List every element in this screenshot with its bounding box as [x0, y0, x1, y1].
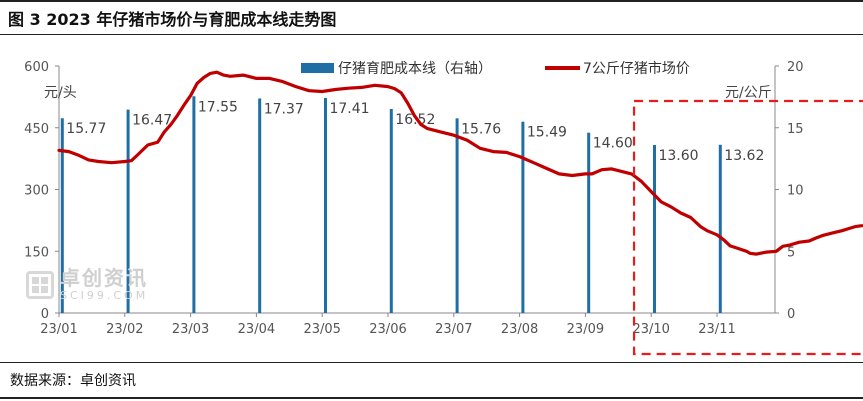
cost-bar-label: 13.62	[724, 148, 764, 164]
x-tick-label: 23/03	[172, 322, 209, 337]
x-tick-label: 23/10	[632, 322, 669, 337]
cost-bar-label: 17.41	[329, 101, 369, 117]
cost-bar	[60, 118, 64, 313]
cost-bar	[126, 109, 130, 314]
legend-bar-swatch	[301, 63, 334, 73]
highlight-region-box	[632, 99, 863, 356]
cost-bar	[652, 145, 656, 313]
cost-bar	[587, 132, 591, 313]
cost-bar	[389, 108, 393, 313]
right-tick-label: 0	[787, 307, 795, 322]
x-tick-label: 23/09	[567, 322, 604, 337]
cost-bar-label: 14.60	[593, 136, 633, 152]
title-rule	[0, 34, 863, 35]
cost-bar	[521, 121, 525, 313]
bottom-rule	[0, 397, 863, 399]
right-tick-label: 15	[787, 122, 804, 137]
cost-bar-label: 15.49	[527, 125, 567, 141]
x-tick-label: 23/11	[698, 322, 735, 337]
figure-title: 图 3 2023 年仔猪市场价与育肥成本线走势图	[8, 10, 337, 29]
cost-bar	[192, 96, 196, 313]
x-tick-label: 23/01	[40, 322, 77, 337]
cost-bar	[323, 97, 327, 313]
legend-bar-label: 仔猪育肥成本线（右轴）	[338, 61, 492, 77]
cost-bar	[455, 118, 459, 313]
x-tick-label: 23/04	[238, 322, 275, 337]
left-axis-unit: 元/头	[44, 85, 77, 101]
cost-bar	[258, 98, 262, 313]
cost-bar-label: 13.60	[658, 148, 698, 164]
cost-bar-label: 17.37	[264, 101, 304, 117]
top-rule	[0, 0, 863, 2]
cost-bar-label: 15.77	[66, 121, 106, 137]
cost-bar-label: 16.47	[132, 113, 172, 129]
left-tick-label: 150	[24, 245, 49, 260]
x-tick-label: 23/08	[501, 322, 538, 337]
x-tick-label: 23/05	[303, 322, 340, 337]
source-rule	[0, 362, 863, 363]
right-axis-unit: 元/公斤	[725, 85, 772, 101]
x-tick-label: 23/07	[435, 322, 472, 337]
right-tick-label: 5	[787, 245, 795, 260]
piglet-price-line	[57, 70, 863, 256]
cost-bar	[718, 144, 722, 313]
cost-bar-label: 17.55	[198, 99, 238, 115]
left-tick-label: 0	[41, 307, 49, 322]
cost-bar-label: 16.52	[395, 112, 435, 128]
right-tick-label: 10	[787, 184, 804, 199]
legend-line-label: 7公斤仔猪市场价	[583, 60, 690, 77]
left-tick-label: 300	[24, 184, 49, 199]
cost-bar-label: 15.76	[461, 121, 501, 137]
data-source: 数据来源：卓创资讯	[10, 373, 136, 389]
left-tick-label: 450	[24, 122, 49, 137]
x-tick-label: 23/02	[106, 322, 143, 337]
right-tick-label: 20	[787, 60, 804, 75]
x-tick-label: 23/06	[369, 322, 406, 337]
left-tick-label: 600	[24, 60, 49, 75]
